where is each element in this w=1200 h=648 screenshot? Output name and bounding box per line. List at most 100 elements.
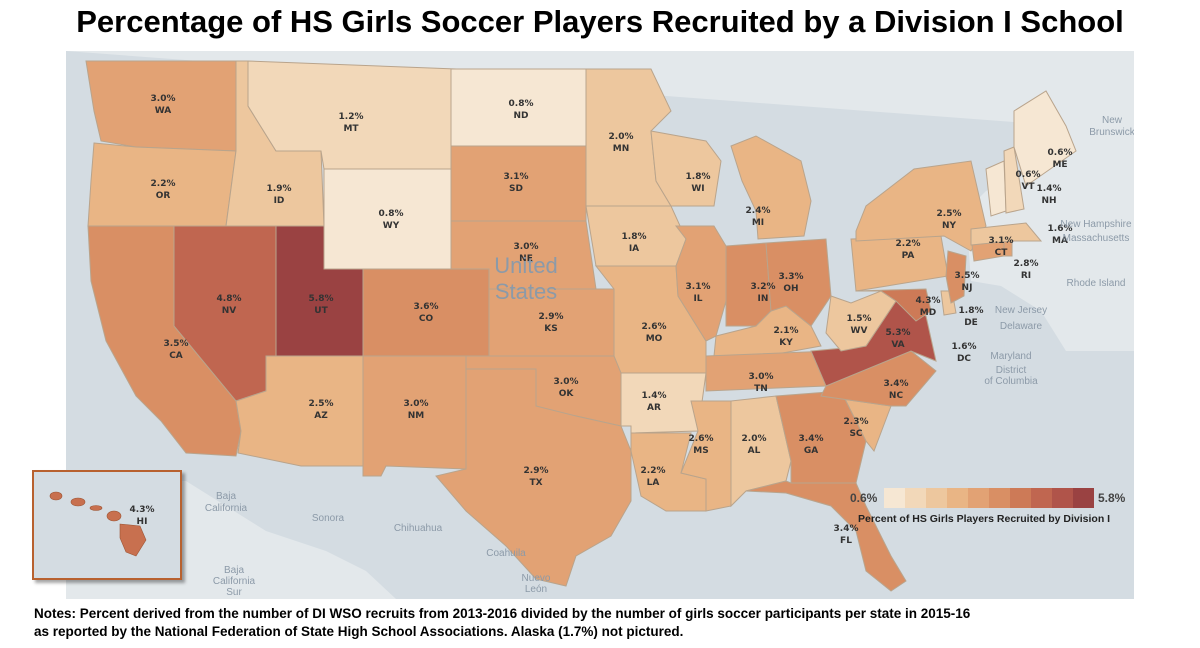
basemap-label: Brunswick <box>1089 127 1134 138</box>
state-value-label-wv: 1.5% <box>847 314 872 324</box>
state-wv[interactable] <box>825 290 897 352</box>
state-abbr-label-pa: PA <box>902 251 915 261</box>
state-value-label-or: 2.2% <box>151 179 176 189</box>
basemap-label: Delaware <box>1000 321 1043 332</box>
labels-layer: 3.0% WA 2.2% OR 3.5% CA 4.8% NV 1.9% ID 1.2% MT 0.8%… <box>151 94 1073 546</box>
state-nh[interactable] <box>1003 146 1025 214</box>
state-tn[interactable] <box>705 350 832 392</box>
state-value-label-de: 1.8% <box>959 306 984 316</box>
state-abbr-label-mi: MI <box>752 218 764 228</box>
state-abbr-label-mn: MN <box>613 144 630 154</box>
state-abbr-label-nh: NH <box>1041 196 1056 206</box>
state-abbr-label-nc: NC <box>889 391 904 401</box>
basemap-label: California <box>205 503 248 514</box>
state-value-label-tx: 2.9% <box>524 466 549 476</box>
hi-island-kauai <box>49 491 63 501</box>
legend-swatch <box>968 488 990 508</box>
state-value-label-ne: 3.0% <box>514 242 539 252</box>
state-wy[interactable] <box>323 168 452 270</box>
state-abbr-label-tx: TX <box>529 478 542 488</box>
state-value-label-ny: 2.5% <box>937 209 962 219</box>
state-abbr-label-ar: AR <box>647 403 661 413</box>
state-value-label-id: 1.9% <box>267 184 292 194</box>
state-nj[interactable] <box>945 250 967 304</box>
state-value-label-md: 4.3% <box>916 296 941 306</box>
state-value-label-mn: 2.0% <box>609 132 634 142</box>
state-abbr-label-or: OR <box>156 191 171 201</box>
state-abbr-label-wa: WA <box>155 106 172 116</box>
state-value-label-mi: 2.4% <box>746 206 771 216</box>
state-mi[interactable] <box>730 135 812 240</box>
state-value-label-wi: 1.8% <box>686 172 711 182</box>
state-abbr-label-vt: VT <box>1021 182 1035 192</box>
state-abbr-label-de: DE <box>964 318 978 328</box>
basemap-label: Sonora <box>312 513 345 524</box>
state-value-label-nc: 3.4% <box>884 379 909 389</box>
us-choropleth-map: 3.0% WA 2.2% OR 3.5% CA 4.8% NV 1.9% ID 1.2% MT 0.8%… <box>66 51 1134 599</box>
state-abbr-label-ne: NE <box>519 254 533 264</box>
state-abbr-label-ia: IA <box>629 244 639 254</box>
state-oh[interactable] <box>765 238 832 327</box>
state-me[interactable] <box>1013 90 1077 187</box>
state-tx[interactable] <box>435 368 632 587</box>
state-co[interactable] <box>362 268 490 357</box>
state-abbr-label-ut: UT <box>314 306 328 316</box>
state-abbr-label-ms: MS <box>693 446 708 456</box>
state-value-label-wy: 0.8% <box>379 209 404 219</box>
state-abbr-label-nv: NV <box>222 306 237 316</box>
state-abbr-label-oh: OH <box>783 284 798 294</box>
basemap-label: Massachusetts <box>1063 233 1130 244</box>
basemap-label: California <box>213 576 256 587</box>
state-abbr-label-la: LA <box>647 478 660 488</box>
state-abbr-label-ma: MA <box>1052 236 1068 246</box>
legend-swatch <box>905 488 927 508</box>
state-abbr-label-nj: NJ <box>962 283 973 293</box>
state-value-label-ky: 2.1% <box>774 326 799 336</box>
basemap-label: New Hampshire <box>1060 219 1132 230</box>
state-value-label-wa: 3.0% <box>151 94 176 104</box>
state-abbr-label-ny: NY <box>942 221 957 231</box>
legend-swatch <box>989 488 1011 508</box>
state-ny[interactable] <box>855 160 987 252</box>
state-value-label-nv: 4.8% <box>217 294 242 304</box>
state-abbr-label-wi: WI <box>691 184 704 194</box>
notes-line-1: Notes: Percent derived from the number o… <box>34 606 971 621</box>
hi-island-oahu <box>70 497 86 507</box>
state-value-label-tn: 3.0% <box>749 372 774 382</box>
map-svg: 3.0% WA 2.2% OR 3.5% CA 4.8% NV 1.9% ID 1.2% MT 0.8%… <box>66 51 1134 599</box>
state-value-label-nm: 3.0% <box>404 399 429 409</box>
basemap-label: León <box>525 584 547 595</box>
hi-abbr-label: HI <box>137 517 148 527</box>
state-wi[interactable] <box>650 130 722 207</box>
state-fl[interactable] <box>745 480 907 592</box>
state-abbr-label-mo: MO <box>646 334 663 344</box>
legend-swatch <box>1031 488 1053 508</box>
state-value-label-nd: 0.8% <box>509 99 534 109</box>
hi-island-maui <box>106 510 122 522</box>
state-abbr-label-sc: SC <box>849 429 862 439</box>
state-abbr-label-mt: MT <box>343 124 359 134</box>
state-value-label-la: 2.2% <box>641 466 666 476</box>
state-value-label-nj: 3.5% <box>955 271 980 281</box>
state-abbr-label-dc: DC <box>957 354 971 364</box>
state-abbr-label-tn: TN <box>754 384 768 394</box>
state-ma[interactable] <box>970 222 1043 246</box>
basemap-labels: UnitedStatesBajaCaliforniaSonoraChihuahu… <box>205 115 1134 598</box>
basemap-label: New Jersey <box>995 305 1047 316</box>
state-value-label-az: 2.5% <box>309 399 334 409</box>
state-value-label-ri: 2.8% <box>1014 259 1039 269</box>
state-value-label-pa: 2.2% <box>896 239 921 249</box>
state-value-label-co: 3.6% <box>414 302 439 312</box>
basemap-label: District <box>996 365 1027 376</box>
legend-max: 5.8% <box>1098 491 1126 505</box>
legend-swatch <box>1073 488 1094 508</box>
basemap-label: Baja <box>224 565 244 576</box>
state-md[interactable] <box>855 288 932 322</box>
state-value-label-ma: 1.6% <box>1048 224 1073 234</box>
state-abbr-label-co: CO <box>419 314 434 324</box>
basemap-label: Rhode Island <box>1067 278 1126 289</box>
state-abbr-label-ky: KY <box>779 338 793 348</box>
state-abbr-label-ca: CA <box>169 351 183 361</box>
state-il[interactable] <box>674 225 727 342</box>
hawaii-inset-svg: 4.3% HI <box>49 491 154 557</box>
